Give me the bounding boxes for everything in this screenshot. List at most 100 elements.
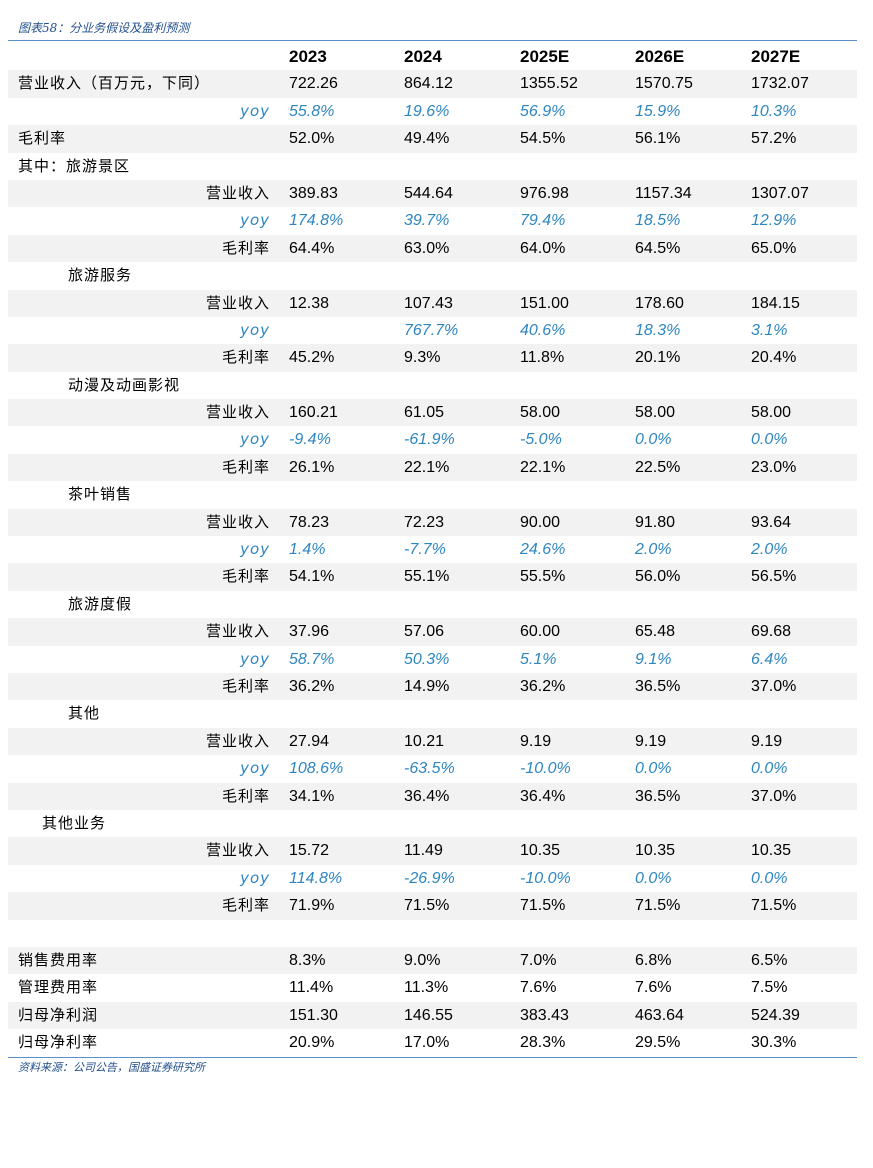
- value-cell: 6.4%: [751, 650, 788, 668]
- value-cell: 544.64: [404, 184, 453, 202]
- value-cell: 10.35: [635, 842, 676, 860]
- value-cell: 36.2%: [520, 677, 566, 695]
- table-row: 营业收入 12.38 107.43 151.00 178.60 184.15: [8, 289, 857, 317]
- value-cell: 65.0%: [751, 239, 797, 257]
- value-cell: 1307.07: [751, 184, 809, 202]
- row-label: 其中：旅游景区: [18, 156, 131, 175]
- row-label: yoy: [240, 649, 270, 668]
- value-cell: 1157.34: [635, 184, 692, 202]
- value-cell: 114.8%: [289, 869, 343, 887]
- value-cell: 151.00: [520, 294, 569, 312]
- row-label: 旅游服务: [68, 266, 133, 285]
- top-rule: [8, 40, 857, 41]
- value-cell: 7.6%: [635, 979, 672, 997]
- value-cell: 9.19: [635, 732, 667, 750]
- value-cell: 160.21: [289, 404, 338, 422]
- value-cell: 389.83: [289, 184, 338, 202]
- row-label: 其他业务: [42, 813, 107, 832]
- row-label: yoy: [240, 868, 270, 887]
- value-cell: 26.1%: [289, 458, 335, 476]
- value-cell: 3.1%: [751, 321, 788, 339]
- value-cell: 6.8%: [635, 951, 672, 969]
- row-label: 毛利率: [221, 676, 270, 695]
- table-row: 营业收入 15.72 11.49 10.35 10.35 10.35: [8, 837, 857, 865]
- column-header: 2023: [289, 47, 327, 66]
- table-row: 毛利率 45.2% 9.3% 11.8% 20.1% 20.4%: [8, 344, 857, 372]
- value-cell: 9.3%: [404, 349, 441, 367]
- row-label: 销售费用率: [18, 950, 99, 969]
- value-cell: -10.0%: [520, 869, 571, 887]
- table-row: 毛利率 34.1% 36.4% 36.4% 36.5% 37.0%: [8, 782, 857, 810]
- value-cell: 52.0%: [289, 130, 335, 148]
- table-row: 营业收入 37.96 57.06 60.00 65.48 69.68: [8, 618, 857, 646]
- value-cell: 30.3%: [751, 1034, 797, 1052]
- value-cell: 60.00: [520, 623, 561, 641]
- table-row: 毛利率 26.1% 22.1% 22.1% 22.5% 23.0%: [8, 453, 857, 482]
- table-row: 归母净利率 20.9% 17.0% 28.3% 29.5% 30.3%: [8, 1029, 857, 1056]
- value-cell: 1.4%: [289, 541, 326, 559]
- value-cell: 54.1%: [289, 568, 335, 586]
- value-cell: 9.0%: [404, 951, 441, 969]
- table-row: 旅游度假: [8, 591, 857, 618]
- value-cell: 6.5%: [751, 951, 788, 969]
- table-row: 营业收入 160.21 61.05 58.00 58.00 58.00: [8, 399, 857, 427]
- value-cell: 108.6%: [289, 760, 344, 778]
- table-row: yoy 114.8% -26.9% -10.0% 0.0% 0.0%: [8, 865, 857, 892]
- value-cell: -10.0%: [520, 760, 571, 778]
- table-row: yoy 55.8% 19.6% 56.9% 15.9% 10.3%: [8, 98, 857, 125]
- value-cell: 69.68: [751, 623, 792, 641]
- row-label: 营业收入: [205, 841, 270, 860]
- value-cell: 78.23: [289, 513, 330, 531]
- table-row: yoy 767.7% 40.6% 18.3% 3.1%: [8, 317, 857, 344]
- value-cell: 55.8%: [289, 102, 335, 120]
- row-label: 毛利率: [221, 348, 270, 367]
- row-label: yoy: [240, 430, 270, 449]
- value-cell: 58.7%: [289, 650, 335, 668]
- value-cell: 40.6%: [520, 321, 566, 339]
- row-label: 营业收入: [205, 622, 270, 641]
- row-label: 营业收入: [205, 512, 270, 531]
- value-cell: 36.5%: [635, 677, 681, 695]
- value-cell: 63.0%: [404, 239, 450, 257]
- value-cell: 90.00: [520, 513, 561, 531]
- table-row: 营业收入（百万元，下同） 722.26 864.12 1355.52 1570.75 17…: [8, 70, 857, 98]
- table-row: 营业收入 389.83 544.64 976.98 1157.34 1307.07: [8, 179, 857, 208]
- value-cell: 0.0%: [751, 431, 788, 449]
- value-cell: 0.0%: [635, 760, 672, 778]
- value-cell: -26.9%: [404, 869, 455, 887]
- value-cell: 0.0%: [751, 760, 788, 778]
- value-cell: 56.0%: [635, 568, 681, 586]
- row-label: 动漫及动画影视: [68, 375, 181, 394]
- value-cell: 37.0%: [751, 677, 797, 695]
- row-label: 毛利率: [221, 896, 270, 915]
- row-label: yoy: [240, 320, 270, 339]
- value-cell: 55.5%: [520, 568, 566, 586]
- table-row: 毛利率 71.9% 71.5% 71.5% 71.5% 71.5%: [8, 892, 857, 920]
- value-cell: 64.0%: [520, 239, 566, 257]
- value-cell: 57.06: [404, 623, 445, 641]
- value-cell: 29.5%: [635, 1034, 681, 1052]
- figure-caption: 图表58：分业务假设及盈利预测: [18, 21, 190, 35]
- value-cell: 56.9%: [520, 102, 566, 120]
- row-label: 营业收入: [205, 403, 270, 422]
- value-cell: 27.94: [289, 732, 330, 750]
- value-cell: 39.7%: [404, 212, 450, 230]
- value-cell: 22.5%: [635, 458, 681, 476]
- row-label: 毛利率: [221, 238, 270, 257]
- value-cell: -7.7%: [404, 541, 446, 559]
- table-row: 旅游服务: [8, 262, 857, 289]
- value-cell: 7.5%: [751, 979, 788, 997]
- value-cell: 36.2%: [289, 677, 335, 695]
- value-cell: 64.4%: [289, 239, 335, 257]
- value-cell: 36.5%: [635, 787, 681, 805]
- row-label: 管理费用率: [18, 978, 99, 997]
- value-cell: 11.4%: [289, 979, 334, 997]
- value-cell: 15.72: [289, 842, 330, 860]
- value-cell: 64.5%: [635, 239, 681, 257]
- row-label: yoy: [240, 101, 270, 120]
- row-label: yoy: [240, 540, 270, 559]
- value-cell: 463.64: [635, 1006, 684, 1024]
- row-label: 其他: [68, 704, 101, 723]
- value-cell: 71.5%: [520, 897, 566, 915]
- value-cell: 12.38: [289, 294, 330, 312]
